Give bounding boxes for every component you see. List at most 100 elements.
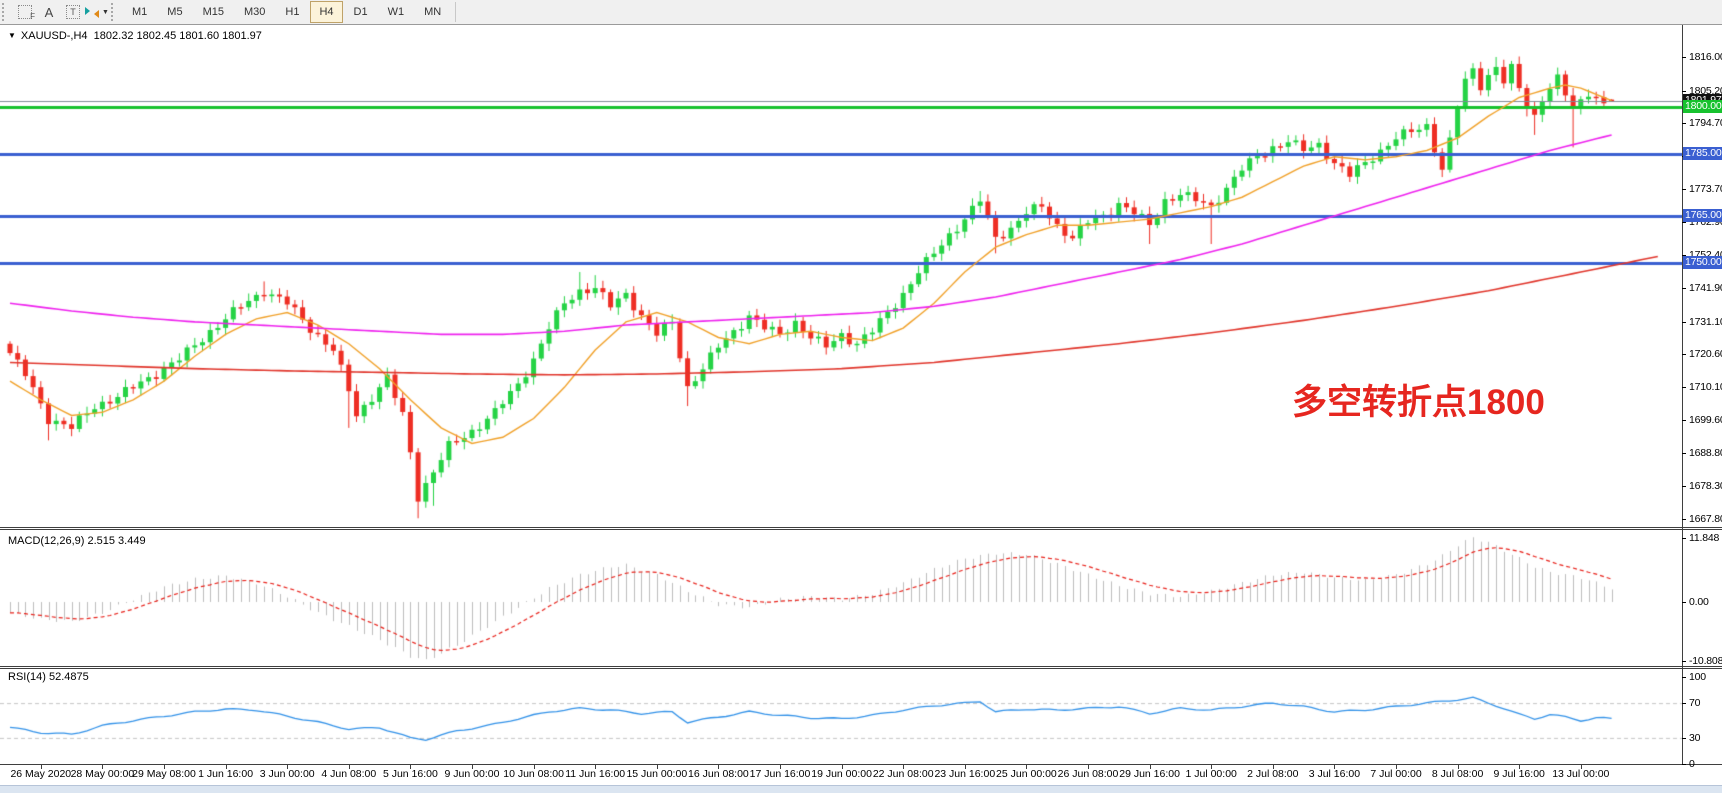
toolbar-separator [455,2,457,22]
toolbar-grip[interactable] [2,3,10,21]
time-axis-line [0,764,1722,765]
timeframe-button-h1[interactable]: H1 [285,6,300,18]
time-tick-label: 19 Jun 00:00 [811,768,872,780]
time-tick-label: 5 Jun 16:00 [382,768,438,780]
axis-tick-mark [1682,255,1686,257]
timeframe-button-w1[interactable]: W1 [387,6,405,18]
time-tick-label: 29 Jun 16:00 [1119,768,1180,780]
text-box-icon: T [66,5,80,19]
time-tick-mark [164,765,165,769]
price-tick-label: 1688.80 [1689,447,1722,460]
macd-canvas[interactable] [0,531,1683,666]
ohlc-values: 1802.32 1802.45 1801.60 1801.97 [93,30,262,42]
time-tick-label: 3 Jul 16:00 [1308,768,1361,780]
time-tick-label: 22 Jun 08:00 [872,768,934,780]
pane-separator[interactable] [0,668,1722,669]
time-tick-mark [1026,765,1028,769]
time-tick-label: 8 Jul 08:00 [1431,768,1484,780]
timeframe-button-m30[interactable]: M30 [243,6,266,18]
chart-dropdown-icon[interactable]: ▼ [8,31,16,40]
tool-button-annotate-a[interactable]: A [37,2,61,22]
axis-tick-mark [1682,602,1686,603]
time-tick-mark [1149,765,1151,769]
annotation-text: 多空转折点1800 [1292,383,1545,422]
axis-tick-mark [1682,677,1686,678]
rsi-tick-label: 0 [1689,758,1695,770]
time-tick-mark [656,765,658,769]
pane-separator[interactable] [0,529,1722,530]
time-tick-label: 7 Jul 00:00 [1370,768,1422,780]
axis-tick-mark [1682,486,1686,488]
time-tick-label: 25 Jun 00:00 [996,768,1057,780]
time-tick-mark [225,765,227,769]
time-tick-mark [40,765,42,769]
time-tick-mark [964,765,966,769]
time-tick-label: 15 Jun 00:00 [626,768,688,780]
axis-tick-mark [1682,453,1686,455]
timeframe-button-mn[interactable]: MN [424,6,442,18]
pane-separator[interactable] [0,527,1722,528]
time-tick-label: 3 Jun 00:00 [259,768,315,780]
tool-button-chart-shift[interactable]: F [13,2,37,22]
price-tag-1785.00: 1785.00 [1683,147,1722,161]
time-tick-label: 10 Jun 08:00 [503,768,564,780]
bottom-strip [0,785,1722,793]
axis-tick-mark [1682,660,1686,662]
time-tick-mark [472,765,473,769]
timeframe-buttons: M1 M5 M15 M30 H1 H4 D1 W1 MN [122,1,451,23]
timeframe-button-m15[interactable]: M15 [202,6,224,18]
letter-a-icon: A [44,4,54,20]
macd-tick-label: 0.00 [1689,596,1709,608]
price-tick-label: 1741.90 [1689,281,1722,294]
toolbar-grip-2[interactable] [111,3,119,21]
axis-tick-mark [1682,419,1686,421]
timeframe-button-m5[interactable]: M5 [167,6,183,18]
chevron-down-icon[interactable]: ▼ [102,8,109,16]
time-tick-mark [903,765,905,769]
axis-tick-mark [1682,321,1686,323]
time-tick-label: 26 Jun 08:00 [1057,768,1119,780]
macd-label: MACD(12,26,9) 2.515 3.449 [8,535,146,547]
time-tick-label: 9 Jun 00:00 [444,768,500,780]
price-chart-canvas[interactable] [0,26,1683,527]
axis-tick-mark [1682,537,1686,539]
tool-button-text-label[interactable]: T [61,2,85,22]
time-tick-mark [1211,765,1213,769]
macd-tick-label: 11.848 [1689,531,1720,544]
time-tick-label: 11 Jun 16:00 [565,768,626,780]
time-tick-mark [1580,765,1582,769]
timeframe-button-m1[interactable]: M1 [132,6,148,18]
timeframe-button-d1[interactable]: D1 [353,6,368,18]
time-tick-mark [1088,765,1089,769]
price-tag-1750.00: 1750.00 [1683,256,1722,270]
time-tick-mark [102,765,104,769]
time-tick-mark [1396,765,1397,769]
rsi-tick-label: 100 [1689,671,1706,683]
rsi-label: RSI(14) 52.4875 [8,671,89,683]
axis-tick-mark [1682,518,1686,520]
rsi-canvas[interactable] [0,668,1683,764]
time-tick-mark [718,765,720,769]
price-tick-label: 1773.70 [1689,182,1722,195]
pane-separator[interactable] [0,666,1722,667]
time-tick-mark [410,765,412,769]
time-tick-mark [1519,765,1521,769]
dotted-grid-icon [18,5,32,19]
time-tick-label: 9 Jul 16:00 [1493,768,1545,780]
axis-tick-mark [1682,123,1686,125]
time-tick-label: 4 Jun 08:00 [321,768,377,780]
time-tick-mark [1457,765,1459,769]
cursor-arrows-icon [85,6,100,18]
timeframe-button-h4[interactable]: H4 [310,1,343,23]
symbol-ohlc-line: ▼ XAUUSD-,H4 1802.32 1802.45 1801.60 1801… [8,30,262,42]
axis-tick-mark [1682,703,1686,705]
price-tick-label: 1794.70 [1689,117,1722,130]
time-tick-label: 16 Jun 08:00 [688,768,749,780]
price-tick-label: 1710.10 [1689,381,1722,394]
cursor-tool-button[interactable]: ▼ [85,2,109,22]
rsi-tick-label: 30 [1689,731,1701,744]
axis-tick-mark [1682,354,1686,356]
axis-tick-mark [1682,764,1686,765]
scale-border [1682,25,1683,765]
